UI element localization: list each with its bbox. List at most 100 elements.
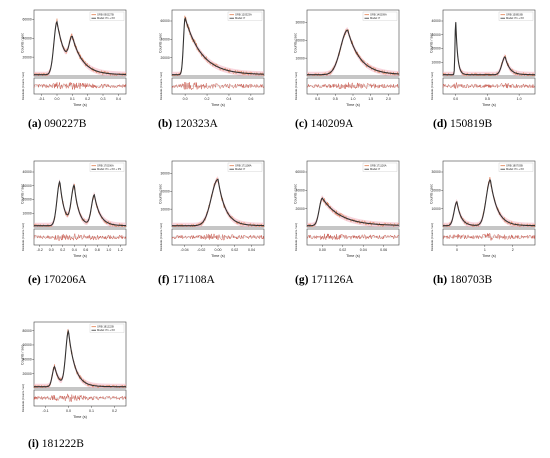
y-tick-label: 10000: [296, 56, 305, 60]
main-frame: [442, 160, 536, 228]
legend-data-label: GRB 140209A: [370, 13, 387, 17]
y-axis-label: Counts / sec: [21, 345, 25, 365]
legend-data-label: GRB 170206A: [97, 164, 114, 168]
x-tick-label: 0.2: [85, 97, 90, 101]
legend-model-label: Model: P1 + P2 + P3: [97, 167, 121, 171]
y-tick-label: 30000: [23, 184, 32, 188]
x-tick-label: 0.8: [95, 248, 100, 252]
legend-model-label: Model: P: [370, 16, 381, 20]
x-tick-label: 1.5: [368, 97, 373, 101]
caption-letter: (i): [28, 438, 39, 450]
residual-axis-label: Residuals (Counts / sec): [294, 223, 298, 251]
x-tick-label: 0.2: [205, 97, 210, 101]
chart-e: -0.2 0.0 0.2 0.4 0.6 0.8 1.0 1.2 10000 20000 30000…: [21, 160, 127, 258]
panel-c: 0.0 0.5 1.0 1.5 2.0 10000 20000 30000 Counts / s…: [293, 6, 403, 111]
residual-axis-label: Residuals (Counts / sec): [294, 72, 298, 100]
panel-d: 0.0 0.5 1.0 10000 20000 30000 40000 Counts / se…: [429, 6, 539, 111]
residual-series-line: [171, 233, 265, 241]
y-axis-label: Counts / sec: [21, 33, 25, 53]
residual-series-line: [33, 393, 127, 402]
caption-e: (e) 170206A: [28, 274, 86, 286]
x-axis-label: Time (s): [211, 103, 226, 107]
x-tick-label: -0.1: [42, 409, 48, 413]
y-tick-label: 10000: [161, 207, 170, 211]
legend-model-label: Model: P: [370, 167, 381, 171]
y-tick-label: 60000: [161, 19, 170, 23]
data-series-line: [33, 18, 127, 77]
x-axis-label: Time (s): [211, 254, 226, 258]
panel-g: 0.00 0.02 0.04 0.06 20000 40000 60000 Counts / …: [293, 157, 403, 262]
panel-b: 0.0 0.2 0.4 0.6 20000 40000 60000 Counts / sec R…: [158, 6, 268, 111]
chart-a: -0.1 0.0 0.1 0.2 0.3 0.4 20000 40000 60000 Counts…: [21, 9, 127, 107]
x-tick-label: -0.02: [197, 248, 205, 252]
chart-c: 0.0 0.5 1.0 1.5 2.0 10000 20000 30000 Counts / s…: [294, 9, 400, 107]
main-frame: [33, 9, 127, 77]
chart-g: 0.00 0.02 0.04 0.06 20000 40000 60000 Counts / …: [294, 160, 400, 258]
residual-axis-label: Residuals (Counts / sec): [21, 384, 25, 412]
model-series-line: [307, 197, 400, 227]
model-series-line: [34, 180, 127, 227]
caption-burst: 150819B: [449, 118, 493, 130]
caption-burst: 180703B: [449, 274, 493, 286]
y-axis-label: Counts / sec: [430, 33, 434, 53]
y-tick-label: 10000: [432, 60, 441, 64]
y-tick-label: 80000: [23, 329, 32, 333]
x-tick-label: 0.00: [215, 248, 222, 252]
residual-series-line: [33, 82, 127, 90]
caption-b: (b) 120323A: [158, 118, 218, 130]
residual-series-line: [306, 233, 400, 241]
model-uncertainty-band: [172, 176, 264, 227]
x-tick-label: 0.06: [380, 248, 387, 252]
x-tick-label: -0.1: [39, 97, 45, 101]
legend-data-label: GRB 150819B: [506, 13, 523, 17]
x-axis-label: Time (s): [73, 254, 88, 258]
model-series-line: [443, 22, 535, 76]
y-tick-label: 20000: [161, 190, 170, 194]
caption-burst: 170206A: [43, 274, 87, 286]
residual-axis-label: Residuals (Counts / sec): [21, 72, 25, 100]
residual-axis-label: Residuals (Counts / sec): [430, 223, 434, 251]
legend-box: [498, 162, 534, 172]
y-axis-label: Counts / sec: [159, 184, 163, 204]
model-series-line: [34, 329, 126, 388]
x-tick-label: 0.00: [319, 248, 326, 252]
legend-model-label: Model: P1 + P2: [506, 167, 524, 171]
model-series-line: [172, 178, 265, 227]
caption-a: (a) 090227B: [28, 118, 86, 130]
data-series-line: [306, 197, 400, 228]
x-tick-label: 0.0: [49, 248, 54, 252]
x-tick-label: 0.1: [70, 97, 75, 101]
caption-burst: 090227B: [44, 118, 87, 130]
x-tick-label: 0.4: [226, 97, 231, 101]
x-tick-label: -0.04: [180, 248, 188, 252]
caption-letter: (d): [433, 118, 448, 130]
x-tick-label: 0.0: [453, 97, 458, 101]
caption-letter: (a): [28, 118, 42, 130]
y-tick-label: 20000: [23, 198, 32, 202]
caption-burst: 120323A: [174, 118, 218, 130]
x-tick-label: 0.0: [183, 97, 188, 101]
y-axis-label: Counts / sec: [294, 184, 298, 204]
y-tick-label: 40000: [23, 36, 32, 40]
y-tick-label: 30000: [432, 33, 441, 37]
legend-box: [89, 323, 125, 333]
y-tick-label: 40000: [432, 19, 441, 23]
chart-i: -0.1 0.0 0.1 0.2 20000 40000 60000 80000 Counts …: [21, 321, 127, 419]
x-tick-label: 0.04: [248, 248, 255, 252]
x-tick-label: 0: [456, 248, 458, 252]
legend-data-label: GRB 120323A: [235, 13, 252, 17]
x-tick-label: 0.2: [60, 248, 65, 252]
y-tick-label: 60000: [23, 343, 32, 347]
residual-axis-label: Residuals (Counts / sec): [159, 72, 163, 100]
caption-letter: (e): [28, 274, 41, 286]
x-axis-label: Time (s): [346, 254, 361, 258]
legend-model-label: Model: P: [235, 16, 246, 20]
y-tick-label: 60000: [296, 170, 305, 174]
x-tick-label: 0.6: [248, 97, 253, 101]
panel-e: -0.2 0.0 0.2 0.4 0.6 0.8 1.0 1.2 10000 20000 30000…: [20, 157, 130, 262]
chart-b: 0.0 0.2 0.4 0.6 20000 40000 60000 Counts / sec R…: [159, 9, 265, 107]
caption-i: (i) 181222B: [28, 438, 84, 450]
residual-axis-label: Residuals (Counts / sec): [21, 223, 25, 251]
y-tick-label: 40000: [296, 189, 305, 193]
legend-model-label: Model: P1 + P2: [97, 328, 115, 332]
